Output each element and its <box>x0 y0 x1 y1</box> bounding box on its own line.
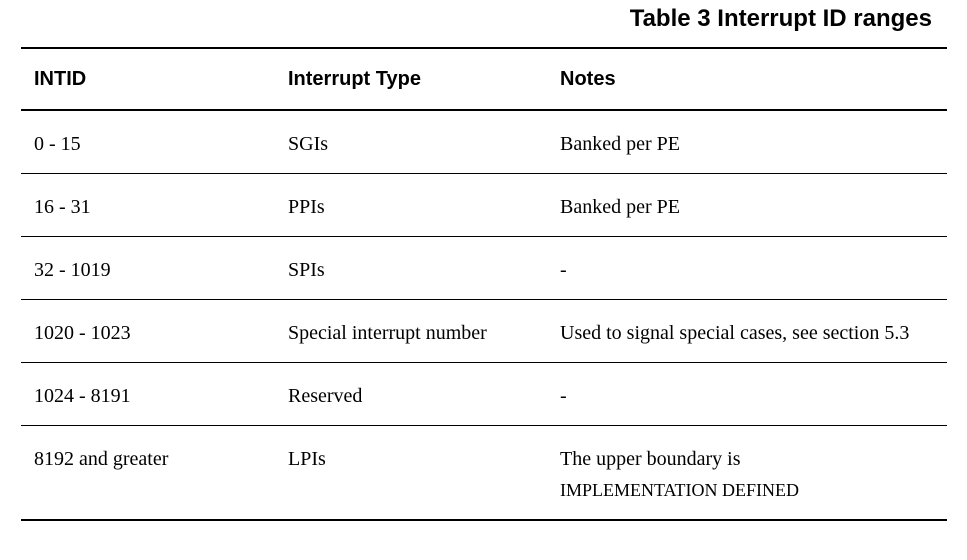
cell-intid: 0 - 15 <box>21 110 275 174</box>
cell-interrupt-type: SPIs <box>275 236 547 300</box>
cell-intid: 32 - 1019 <box>21 236 275 300</box>
column-header-interrupt-type: Interrupt Type <box>275 47 547 111</box>
column-header-notes: Notes <box>547 47 947 111</box>
cell-interrupt-type: PPIs <box>275 173 547 237</box>
cell-notes: - <box>547 362 947 426</box>
cell-interrupt-type: SGIs <box>275 110 547 174</box>
table-caption: Table 3 Interrupt ID ranges <box>629 5 932 32</box>
cell-intid: 1020 - 1023 <box>21 299 275 363</box>
cell-notes-text: The upper boundary is <box>560 448 741 470</box>
cell-notes: Used to signal special cases, see sectio… <box>547 299 947 363</box>
table-row: 1024 - 8191 Reserved - <box>21 362 947 426</box>
table-row: 8192 and greater LPIs The upper boundary… <box>21 425 947 521</box>
cell-intid: 16 - 31 <box>21 173 275 237</box>
table-row: 0 - 15 SGIs Banked per PE <box>21 110 947 174</box>
cell-intid: 8192 and greater <box>21 425 275 521</box>
cell-notes: The upper boundary is IMPLEMENTATION DEF… <box>547 425 947 521</box>
table-row: 1020 - 1023 Special interrupt number Use… <box>21 299 947 363</box>
cell-interrupt-type: LPIs <box>275 425 547 521</box>
cell-notes: - <box>547 236 947 300</box>
cell-intid: 1024 - 8191 <box>21 362 275 426</box>
cell-interrupt-type: Reserved <box>275 362 547 426</box>
cell-interrupt-type: Special interrupt number <box>275 299 547 363</box>
cell-notes: Banked per PE <box>547 110 947 174</box>
header-row: INTID Interrupt Type Notes <box>21 47 947 111</box>
table-row: 32 - 1019 SPIs - <box>21 236 947 300</box>
table-row: 16 - 31 PPIs Banked per PE <box>21 173 947 237</box>
interrupt-id-table: INTID Interrupt Type Notes 0 - 15 SGIs B… <box>21 47 947 521</box>
cell-notes-implementation-defined: IMPLEMENTATION DEFINED <box>560 480 800 500</box>
cell-notes: Banked per PE <box>547 173 947 237</box>
column-header-intid: INTID <box>21 47 275 111</box>
